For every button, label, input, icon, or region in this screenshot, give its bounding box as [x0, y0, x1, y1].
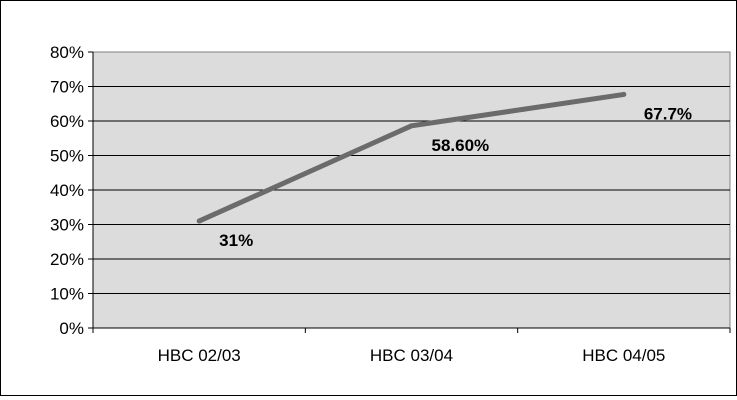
y-tick-label: 0% — [59, 319, 84, 338]
y-tick-label: 60% — [50, 112, 84, 131]
data-labels: 31% 58.60% 67.7% — [219, 104, 692, 250]
y-tick-label: 80% — [50, 43, 84, 62]
y-tick-label: 70% — [50, 78, 84, 97]
data-point — [621, 91, 627, 97]
data-point — [196, 218, 202, 224]
x-axis: HBC 02/03 HBC 03/04 HBC 04/05 — [92, 327, 731, 365]
x-tick-label: HBC 04/05 — [582, 346, 665, 365]
data-point — [409, 123, 414, 129]
y-tick-label: 50% — [50, 147, 84, 166]
y-axis: 0% 10% 20% 30% 40% 50% 60% 70% 80% — [50, 43, 94, 338]
data-label: 58.60% — [432, 136, 490, 155]
series — [196, 91, 627, 224]
x-tick-label: HBC 03/04 — [370, 346, 453, 365]
data-label: 31% — [219, 231, 253, 250]
grid-lines — [93, 86, 730, 294]
y-tick-label: 20% — [50, 250, 84, 269]
data-label: 67.7% — [644, 104, 692, 123]
y-tick-label: 30% — [50, 216, 84, 235]
y-tick-label: 10% — [50, 285, 84, 304]
x-tick-label: HBC 02/03 — [158, 346, 241, 365]
y-tick-label: 40% — [50, 181, 84, 200]
